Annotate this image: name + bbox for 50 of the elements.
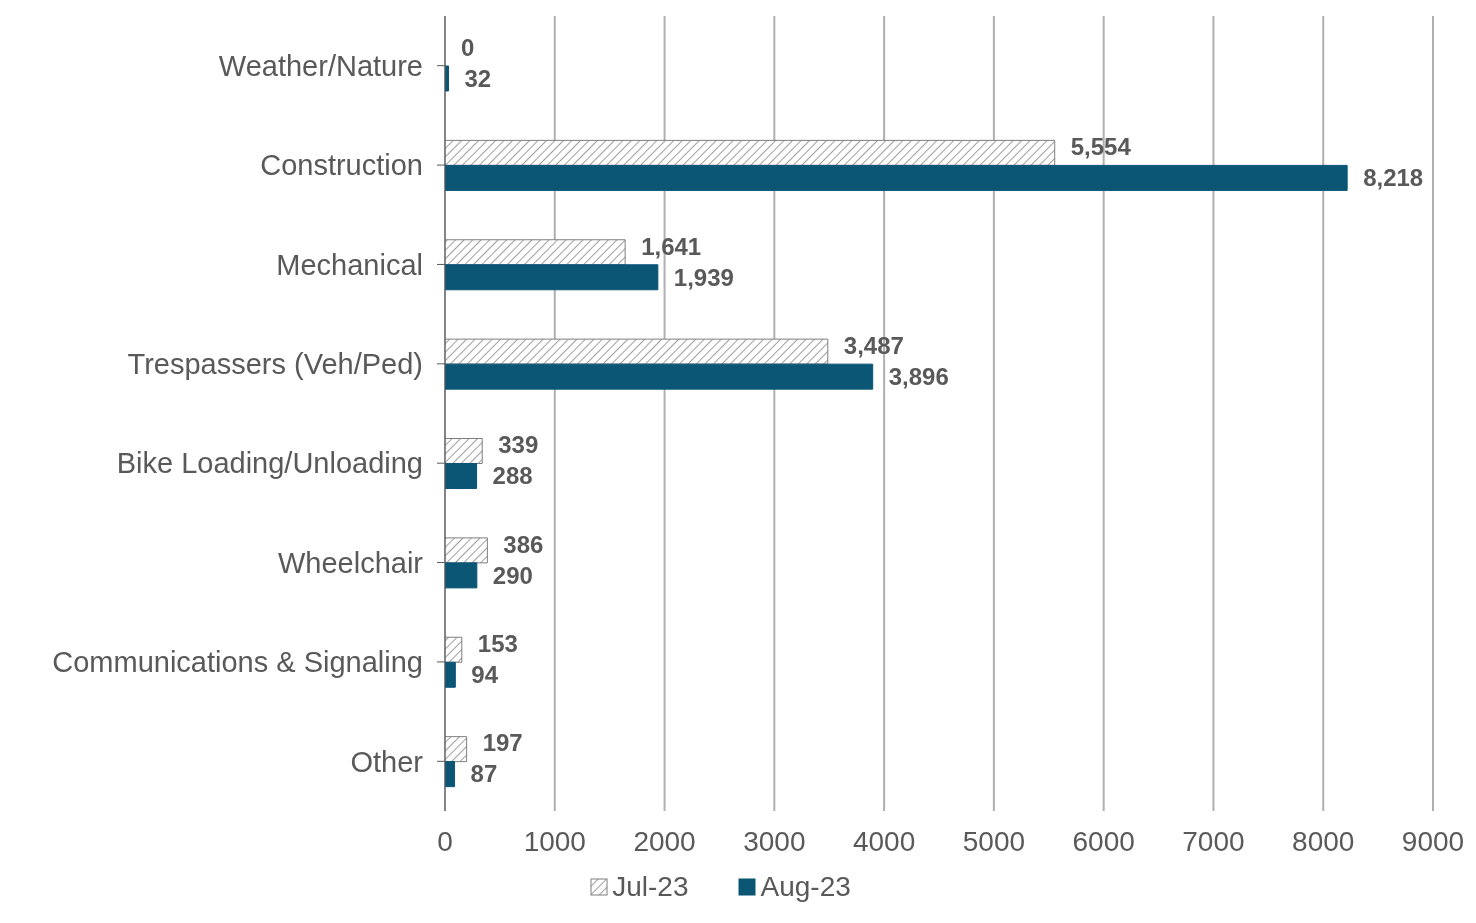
bar [445,661,456,688]
bar [445,363,874,390]
x-tick-label: 0 [437,825,453,857]
x-tick-label: 1000 [523,825,586,857]
y-tick-label: Bike Loading/Unloading [116,447,423,480]
y-tick-label: Wheelchair [277,546,424,579]
y-tick-label: Construction [260,149,423,182]
bar [445,239,626,266]
data-label: 87 [470,760,498,788]
bar [445,636,463,663]
x-tick-label: 6000 [1072,825,1135,857]
x-tick-label: 7000 [1182,825,1245,857]
x-tick-label: 3000 [743,825,806,857]
legend-label: Jul-23 [611,871,689,903]
bar [445,438,483,464]
data-label: 290 [492,561,533,589]
data-label: 288 [492,462,533,490]
data-label: 5,554 [1070,133,1132,161]
x-tick-label: 4000 [852,825,916,857]
data-label: 1,641 [641,232,702,260]
y-tick-label: Other [350,745,424,778]
data-label: 3,487 [843,331,904,359]
bar [445,761,456,788]
data-label: 339 [498,431,539,459]
y-tick-label: Communications & Signaling [52,646,423,679]
data-label: 386 [503,530,544,558]
bar [445,537,488,564]
y-tick-label: Trespassers (Veh/Ped) [127,348,423,381]
data-label: 197 [482,729,523,757]
data-label: 1,939 [673,263,734,291]
bar [445,139,1056,166]
y-tick-label: Mechanical [276,248,423,281]
data-label: 0 [461,33,475,61]
x-tick-label: 2000 [633,825,696,857]
bar [445,164,1348,191]
data-label: 94 [471,661,499,689]
bar [445,338,829,365]
x-tick-label: 8000 [1292,825,1355,857]
legend-label: Aug-23 [759,871,851,903]
data-label: 153 [477,630,518,658]
y-tick-label: Weather/Nature [218,49,423,82]
bar [445,736,468,763]
data-label: 32 [464,64,492,92]
bar [445,562,478,589]
x-tick-label: 5000 [962,825,1026,857]
bar [445,463,478,489]
bar [445,264,659,291]
data-label: 8,218 [1363,164,1424,192]
data-label: 3,896 [888,362,949,390]
x-tick-label: 9000 [1401,825,1465,857]
